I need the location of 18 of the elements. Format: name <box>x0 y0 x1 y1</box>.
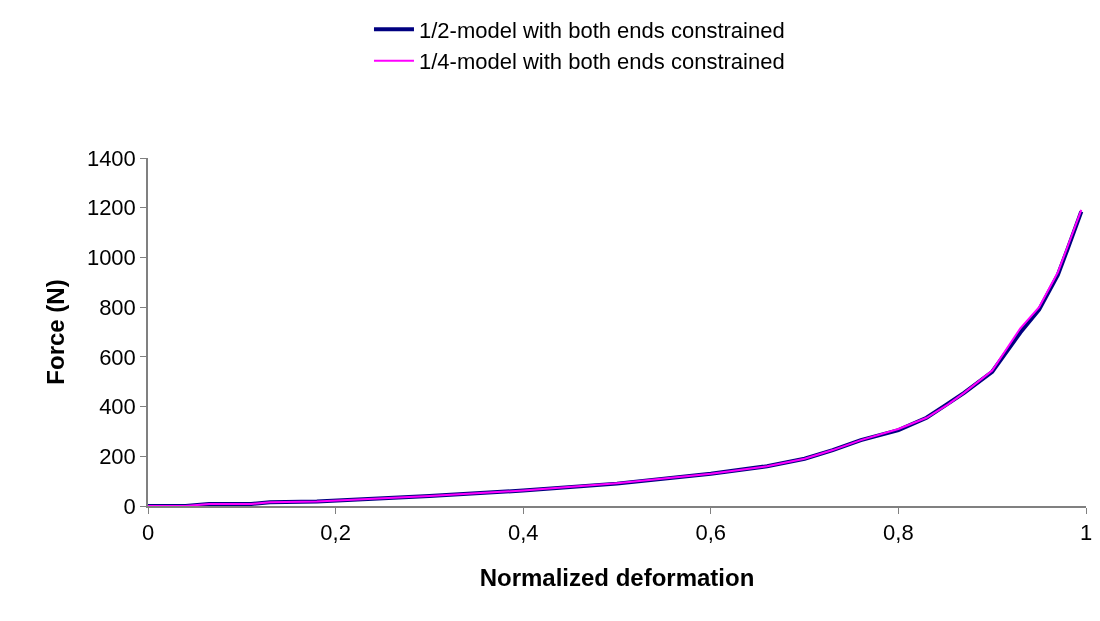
y-tick-label: 800 <box>99 294 136 320</box>
y-tick-label: 1000 <box>86 245 136 271</box>
y-tick-label: 600 <box>99 344 136 370</box>
x-tick-label: 0,2 <box>320 520 351 546</box>
y-tick-label: 400 <box>99 394 136 420</box>
y-tick-label: 1400 <box>86 145 136 171</box>
y-tick-label: 0 <box>123 493 136 519</box>
x-tick-label: 0,6 <box>695 520 727 546</box>
x-tick-label: 0,8 <box>883 520 914 546</box>
x-axis-title: Normalized deformation <box>479 563 755 591</box>
x-tick-label: 0 <box>141 520 155 546</box>
x-tick-label: 0,4 <box>507 520 539 546</box>
x-tick-label: 1 <box>1079 520 1093 546</box>
legend-label: 1/4-model with both ends constrained <box>418 49 785 75</box>
y-axis-title: Force (N) <box>42 279 70 385</box>
legend-label: 1/2-model with both ends constrained <box>418 17 785 43</box>
y-tick-label: 200 <box>99 443 136 469</box>
y-tick-label: 1200 <box>86 195 136 221</box>
